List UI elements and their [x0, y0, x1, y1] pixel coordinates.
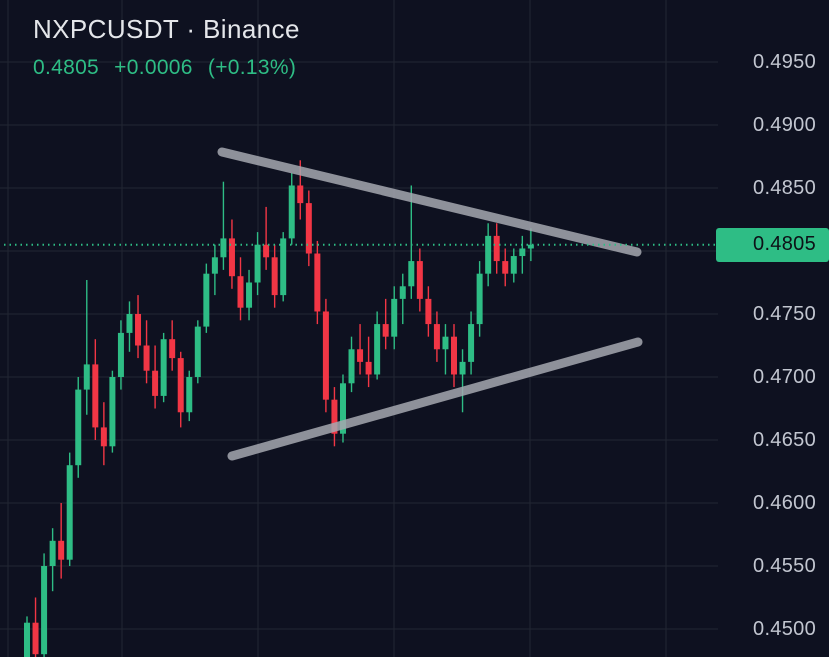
candle-body: [32, 622, 39, 655]
candle-body: [254, 244, 261, 283]
candle-body: [442, 336, 449, 350]
candle-body: [408, 261, 415, 287]
candle-body: [314, 253, 321, 312]
candle-body: [485, 235, 492, 274]
price-axis-label: 0.4650: [753, 429, 816, 451]
candle-body: [331, 399, 338, 434]
candle-body: [237, 276, 244, 308]
trendline-drawing[interactable]: [227, 337, 643, 461]
candle-body: [305, 203, 312, 254]
candle-body: [24, 622, 30, 657]
price-axis-label: 0.4850: [753, 177, 816, 199]
candle-body: [348, 349, 355, 384]
candle-body: [416, 261, 423, 299]
candle-body: [510, 256, 517, 274]
candle-body: [365, 361, 372, 375]
price-axis-label: 0.4550: [753, 555, 816, 577]
candle-body: [425, 298, 432, 325]
candle-body: [433, 324, 440, 350]
candle-body: [143, 345, 150, 371]
price-summary: 0.4805 +0.0006 (+0.13%): [33, 56, 305, 80]
candle-body: [109, 377, 116, 447]
candle-body: [203, 273, 210, 327]
candle-body: [459, 361, 466, 375]
candle-body: [527, 244, 534, 249]
candle-body: [152, 370, 159, 396]
symbol-title[interactable]: NXPCUSDT · Binance: [33, 14, 300, 44]
candle-body: [117, 332, 124, 377]
price-axis-label: 0.4700: [753, 366, 816, 388]
candle-body: [75, 389, 82, 466]
candle-body: [92, 364, 99, 428]
candle-body: [100, 427, 107, 447]
candle-body: [58, 540, 65, 560]
candle-body: [49, 540, 56, 566]
candle-body: [374, 324, 381, 375]
candle-body: [493, 235, 500, 262]
candle-body: [288, 185, 295, 239]
last-price-badge: 0.4805: [716, 227, 829, 262]
candle-body: [502, 261, 509, 274]
candle-body: [263, 244, 270, 258]
candle-body: [297, 185, 304, 204]
candle-body: [246, 282, 253, 308]
candle-body: [451, 336, 457, 375]
candle-body: [177, 358, 184, 413]
candle-body: [399, 286, 406, 299]
candle-body: [66, 465, 73, 560]
trendline-drawing[interactable]: [217, 147, 642, 257]
candle-body: [280, 238, 287, 296]
price-change-text: +0.0006: [114, 56, 193, 79]
price-axis-label: 0.4950: [753, 51, 816, 73]
candle-body: [160, 339, 167, 396]
candle-body: [41, 566, 48, 655]
candle-body: [339, 383, 346, 434]
price-axis-label: 0.4500: [753, 618, 816, 640]
candle-body: [322, 311, 329, 400]
candle-body: [519, 248, 526, 257]
candle-body: [135, 314, 142, 346]
candle-body: [186, 377, 193, 413]
candle-body: [194, 326, 201, 377]
candle-body: [220, 238, 227, 258]
last-price-text: 0.4805: [33, 56, 100, 79]
candle-body: [391, 298, 398, 337]
price-axis-label: 0.4600: [753, 492, 816, 514]
candle-body: [476, 273, 483, 325]
chart-legend: NXPCUSDT · Binance 0.4805 +0.0006 (+0.13…: [33, 14, 305, 80]
candle-body: [228, 238, 235, 277]
price-axis-label: 0.4750: [753, 303, 816, 325]
candle-body: [357, 349, 364, 362]
candle-body: [169, 339, 176, 359]
price-axis[interactable]: 0.4950 0.4900 0.4850 0.4750 0.4700 0.4650 0.46…: [718, 0, 829, 657]
price-change-percent-text: (+0.13%): [207, 56, 297, 79]
candle-body: [211, 257, 218, 274]
candle-body: [126, 314, 133, 333]
candle-body: [271, 257, 278, 296]
candle-body: [468, 324, 475, 362]
price-axis-label: 0.4900: [753, 114, 816, 136]
candle-body: [382, 324, 389, 337]
candle-body: [83, 364, 90, 390]
